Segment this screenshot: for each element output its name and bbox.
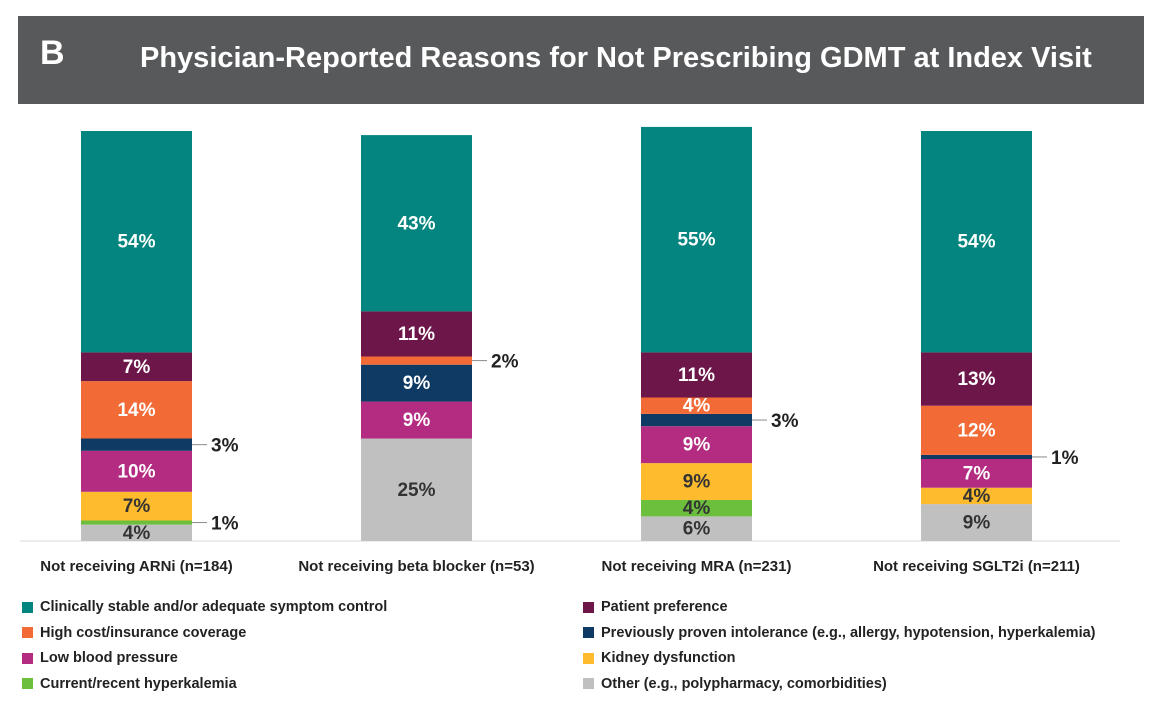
bar-segment-3-kidney-dysfunction (641, 463, 752, 500)
data-label-3-kidney-dysfunction: 9% (683, 472, 711, 493)
bar-segment-3-low-blood-pressure (641, 426, 752, 464)
data-label-3-high-cost-insurance-coverage: 4% (683, 396, 711, 417)
legend-label: High cost/insurance coverage (40, 624, 247, 641)
bar-segment-2-previously-proven-intolerance-e-g-allerg (361, 364, 472, 402)
data-label-4-patient-preference: 13% (957, 369, 995, 390)
data-label-1-other-e-g-polypharmacy-comorbidities: 4% (123, 523, 151, 544)
data-label-1-high-cost-insurance-coverage: 14% (117, 400, 155, 421)
chart-title: Physician-Reported Reasons for Not Presc… (140, 42, 1092, 74)
legend-item-patient-preference: Patient preference (583, 597, 728, 617)
legend-item-high-cost-insurance-coverage: High cost/insurance coverage (22, 623, 246, 643)
legend-item-low-blood-pressure: Low blood pressure (22, 648, 178, 668)
legend-swatch (583, 601, 594, 613)
data-label-1-current-recent-hyperkalemia: 1% (211, 514, 239, 535)
data-label-1-kidney-dysfunction: 7% (123, 496, 151, 517)
bar-segment-3-patient-preference (641, 352, 752, 398)
data-label-4-previously-proven-intolerance-e-g-allerg: 1% (1051, 448, 1079, 469)
data-label-3-patient-preference: 11% (678, 365, 715, 386)
panel-letter: B (40, 34, 65, 72)
bar-segment-4-kidney-dysfunction (921, 487, 1032, 505)
bar-segment-2-other-e-g-polypharmacy-comorbidities (361, 438, 472, 541)
bar-segment-3-current-recent-hyperkalemia (641, 500, 752, 517)
legend-swatch (22, 627, 33, 638)
bar-segment-2-high-cost-insurance-coverage (361, 356, 472, 365)
legend-swatch (583, 627, 594, 638)
data-label-2-other-e-g-polypharmacy-comorbidities: 25% (397, 480, 435, 501)
bar-segment-1-previously-proven-intolerance-e-g-allerg (81, 438, 192, 451)
bar-segment-1-clinically-stable-and-or-adequate-sympto (81, 131, 192, 353)
legend-swatch (583, 652, 594, 664)
legend: Clinically stable and/or adequate sympto… (0, 597, 1163, 702)
legend-item-clinically-stable-and-or-adequate-sympto: Clinically stable and/or adequate sympto… (22, 597, 387, 617)
data-label-1-low-blood-pressure: 10% (117, 461, 155, 482)
legend-label: Previously proven intolerance (e.g., all… (601, 624, 1096, 641)
bar-segment-4-previously-proven-intolerance-e-g-allerg (921, 454, 1032, 459)
legend-label: Low blood pressure (40, 650, 178, 666)
bar-segment-3-clinically-stable-and-or-adequate-sympto (641, 126, 752, 353)
data-label-2-high-cost-insurance-coverage: 2% (491, 352, 519, 373)
bar-segment-1-patient-preference (81, 352, 192, 382)
legend-label: Patient preference (601, 599, 728, 615)
bar-segment-1-current-recent-hyperkalemia (81, 520, 192, 525)
bar-segment-3-high-cost-insurance-coverage (641, 397, 752, 414)
data-label-3-previously-proven-intolerance-e-g-allerg: 3% (771, 411, 799, 432)
legend-swatch (583, 678, 594, 689)
data-label-2-previously-proven-intolerance-e-g-allerg: 9% (403, 373, 431, 394)
legend-item-other-e-g-polypharmacy-comorbidities: Other (e.g., polypharmacy, comorbidities… (583, 674, 887, 694)
bar-segment-2-clinically-stable-and-or-adequate-sympto (361, 135, 472, 312)
legend-item-kidney-dysfunction: Kidney dysfunction (583, 648, 736, 668)
bar-segment-4-clinically-stable-and-or-adequate-sympto (921, 131, 1032, 353)
data-label-2-low-blood-pressure: 9% (403, 410, 431, 431)
data-label-3-current-recent-hyperkalemia: 4% (683, 498, 711, 519)
bar-segment-2-patient-preference (361, 311, 472, 357)
data-label-1-previously-proven-intolerance-e-g-allerg: 3% (211, 436, 239, 457)
bar-segment-1-other-e-g-polypharmacy-comorbidities (81, 524, 192, 541)
bar-segment-3-other-e-g-polypharmacy-comorbidities (641, 516, 752, 541)
data-label-4-other-e-g-polypharmacy-comorbidities: 9% (963, 513, 991, 534)
bar-segment-1-kidney-dysfunction (81, 491, 192, 521)
legend-label: Current/recent hyperkalemia (40, 675, 237, 692)
x-tick-label-4: Not receiving SGLT2i (n=211) (873, 558, 1080, 575)
bar-segment-4-high-cost-insurance-coverage (921, 405, 1032, 455)
data-label-1-patient-preference: 7% (123, 357, 151, 378)
bar-segment-4-other-e-g-polypharmacy-comorbidities (921, 504, 1032, 541)
legend-label: Clinically stable and/or adequate sympto… (40, 599, 388, 615)
x-tick-label-2: Not receiving beta blocker (n=53) (298, 558, 534, 575)
data-label-2-patient-preference: 11% (398, 324, 435, 345)
chart-header: B Physician-Reported Reasons for Not Pre… (18, 16, 1144, 104)
data-label-3-low-blood-pressure: 9% (683, 435, 711, 456)
data-label-4-kidney-dysfunction: 4% (963, 486, 991, 507)
legend-label: Kidney dysfunction (601, 650, 736, 666)
data-label-4-low-blood-pressure: 7% (963, 463, 991, 484)
data-label-3-clinically-stable-and-or-adequate-sympto: 55% (677, 230, 715, 251)
stacked-bar-chart: 4%7%10%14%7%54%1%3%Not receiving ARNi (n… (20, 126, 1120, 575)
legend-item-current-recent-hyperkalemia: Current/recent hyperkalemia (22, 674, 237, 694)
legend-item-previously-proven-intolerance-e-g-allerg: Previously proven intolerance (e.g., all… (583, 623, 1096, 643)
bar-segment-1-low-blood-pressure (81, 450, 192, 492)
data-label-3-other-e-g-polypharmacy-comorbidities: 6% (683, 519, 711, 540)
legend-label: Other (e.g., polypharmacy, comorbidities… (601, 675, 887, 692)
bar-segment-4-low-blood-pressure (921, 459, 1032, 488)
legend-swatch (22, 678, 33, 689)
data-label-4-clinically-stable-and-or-adequate-sympto: 54% (957, 232, 995, 253)
bar-segment-2-low-blood-pressure (361, 401, 472, 439)
data-label-4-high-cost-insurance-coverage: 12% (957, 420, 995, 441)
data-label-2-clinically-stable-and-or-adequate-sympto: 43% (397, 213, 435, 234)
x-tick-label-1: Not receiving ARNi (n=184) (40, 558, 232, 575)
bar-segment-1-high-cost-insurance-coverage (81, 381, 192, 439)
legend-swatch (22, 652, 33, 664)
bar-segment-3-previously-proven-intolerance-e-g-allerg (641, 413, 752, 427)
x-tick-label-3: Not receiving MRA (n=231) (602, 558, 792, 575)
data-label-1-clinically-stable-and-or-adequate-sympto: 54% (117, 232, 155, 253)
legend-swatch (22, 601, 33, 613)
bar-segment-4-patient-preference (921, 352, 1032, 406)
